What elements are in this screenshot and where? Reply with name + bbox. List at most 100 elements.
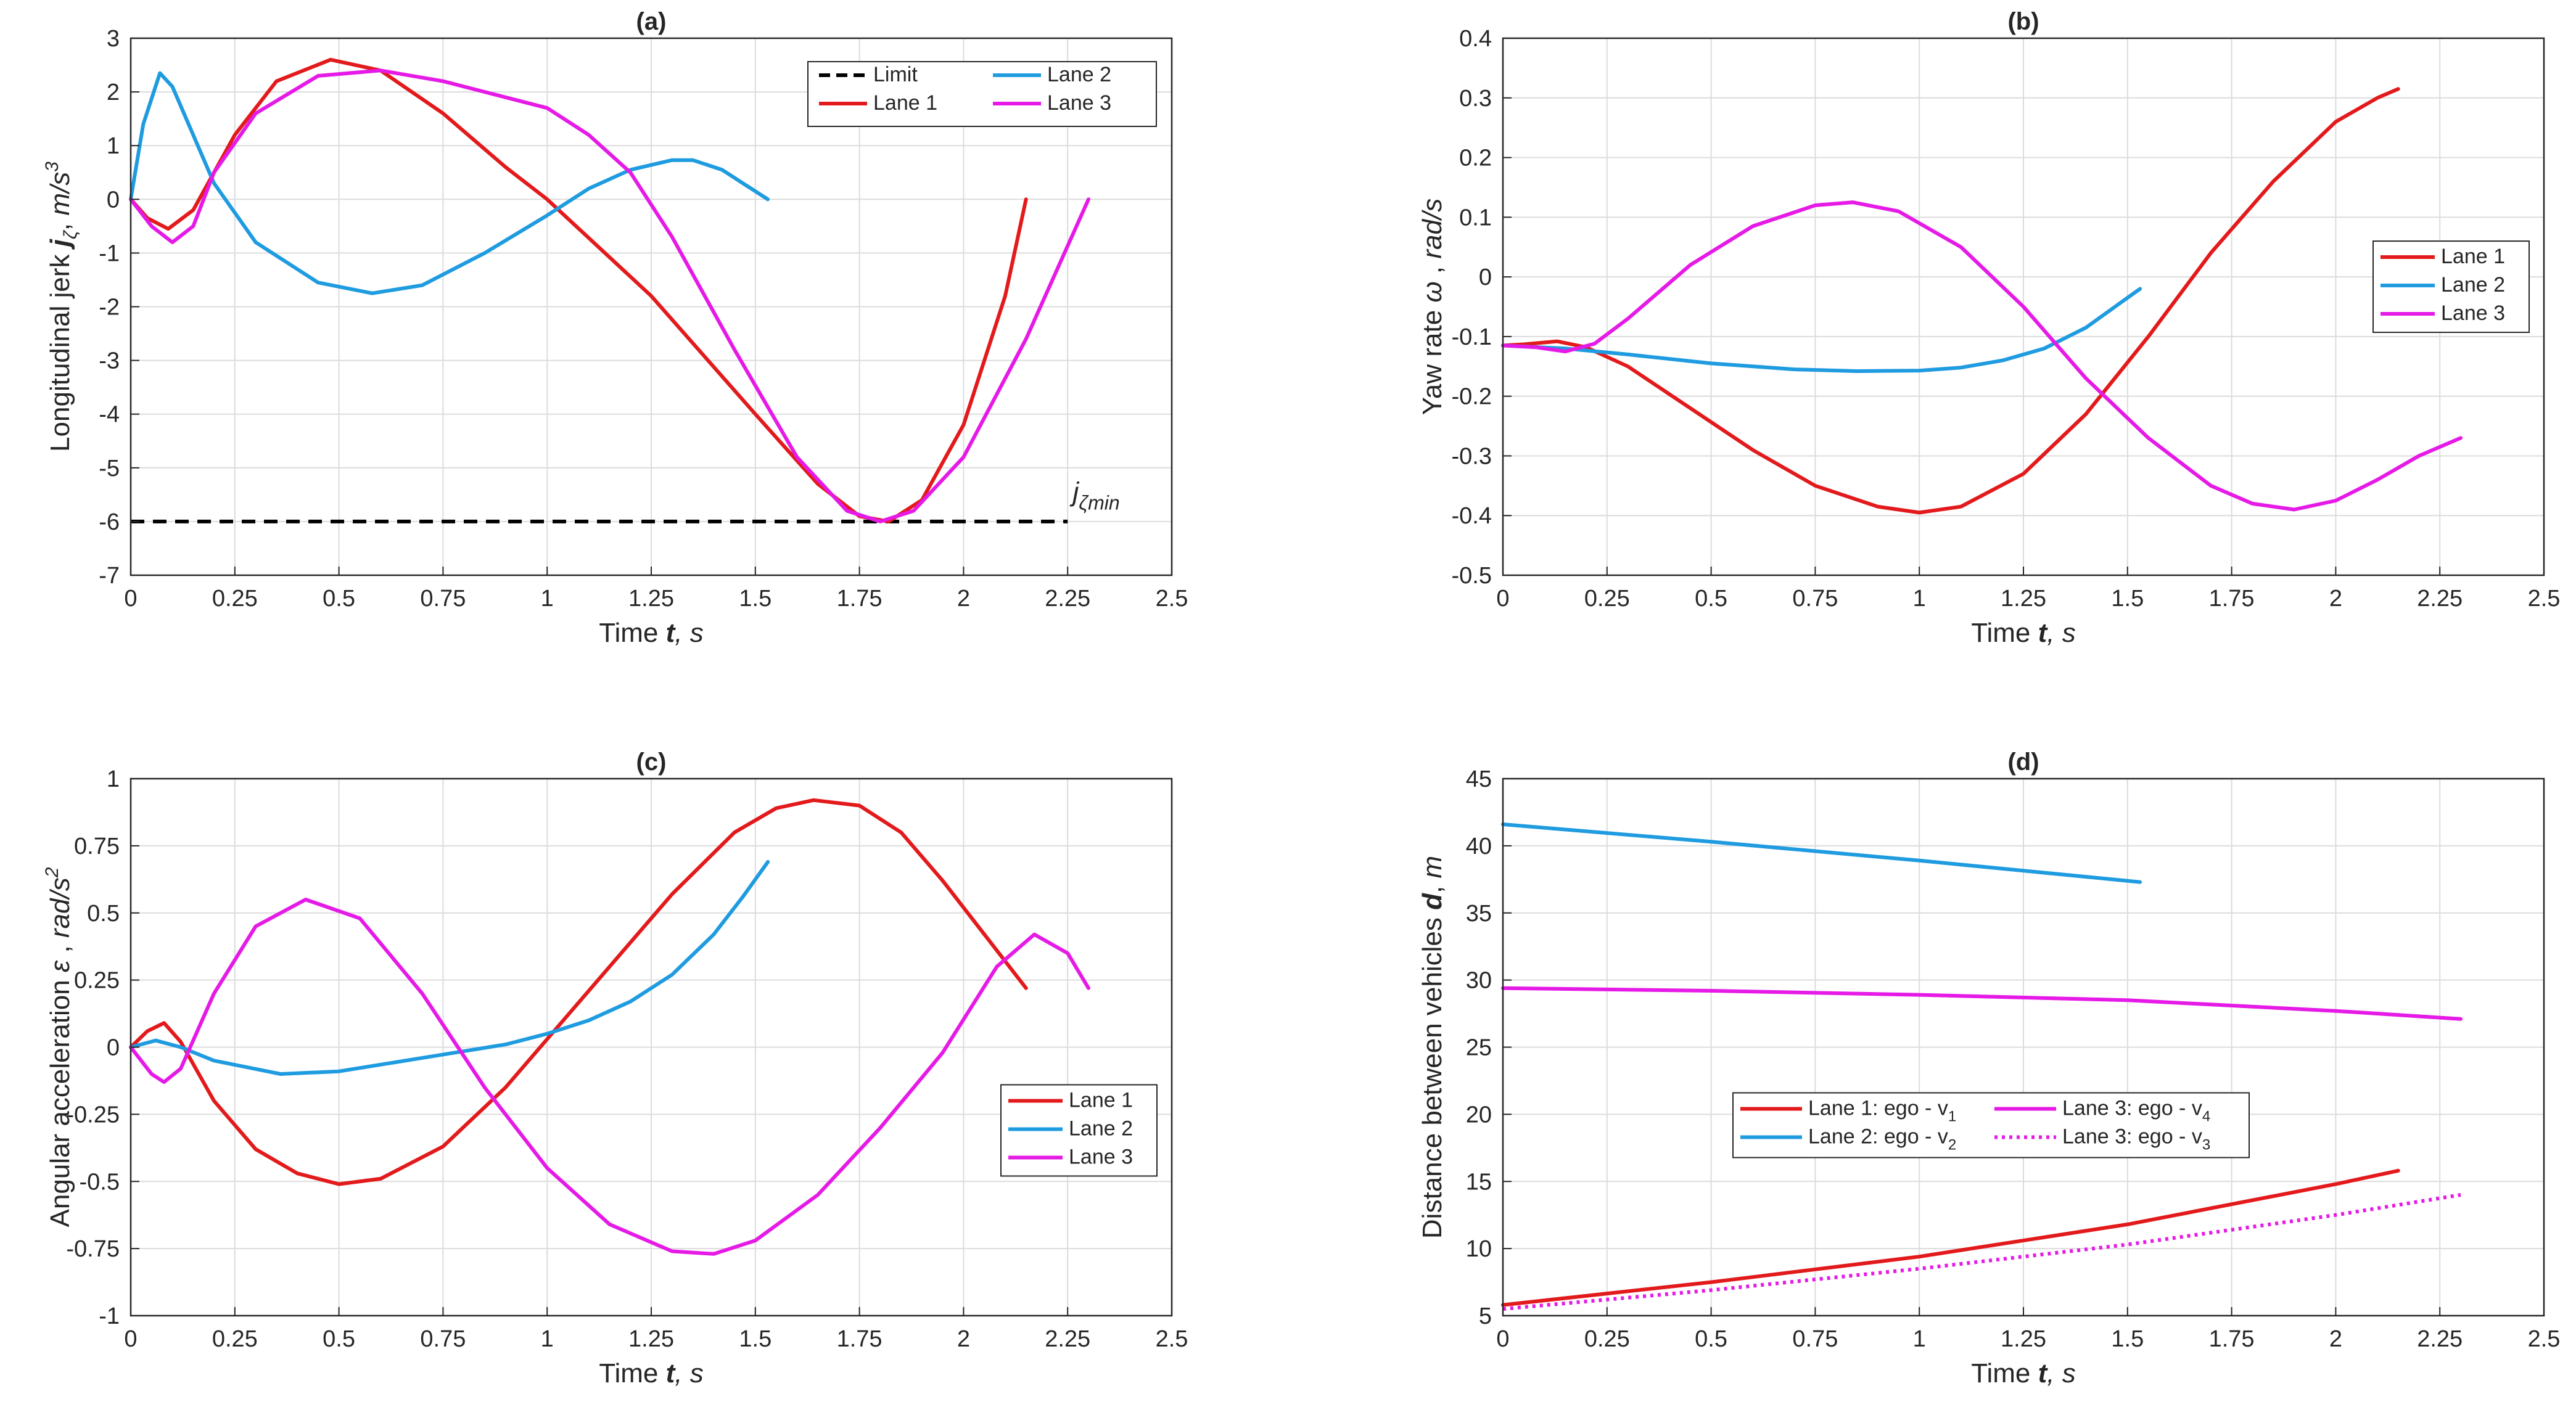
x-tick-label: 0.75 <box>1792 586 1838 612</box>
y-tick-label: 30 <box>1466 968 1492 994</box>
legend-label: Lane 3: ego - v4 <box>2062 1097 2210 1125</box>
y-tick-label: 0.75 <box>74 834 120 859</box>
chart-d: 0 0.25 0.5 0.75 1 1.25 1.5 1.75 2 2.25 2.5 5 10 15 20 2… <box>1417 748 2560 1388</box>
series-line-lane-1-ego-v1 <box>1501 1168 2400 1307</box>
y-tick-label: 35 <box>1466 901 1492 927</box>
legend-label: Lane 3 <box>1069 1145 1133 1168</box>
series-line-lane-2-ego-v2 <box>1501 822 2142 884</box>
series-line-lane-3-ego-v3 <box>1502 1193 2461 1311</box>
y-tick-label: 1 <box>107 133 120 159</box>
x-tick-label: 1 <box>541 1326 554 1352</box>
y-tick-label: -5 <box>99 456 120 482</box>
y-tick-label: 2 <box>107 80 120 105</box>
x-tick-label: 2.5 <box>1156 586 1188 612</box>
y-tick-label: 15 <box>1466 1169 1492 1195</box>
legend: Lane 1 Lane 2 Lane 3 <box>2372 240 2530 334</box>
y-axis-label: Angular acceleration ε , rad/s2 <box>42 867 75 1227</box>
legend-label: Limit <box>873 63 918 86</box>
x-tick-label: 0.5 <box>323 1326 355 1352</box>
legend-box <box>807 61 1157 127</box>
x-tick-label: 1.25 <box>628 586 674 612</box>
y-tick-label: 45 <box>1466 766 1492 792</box>
y-tick-label: -0.5 <box>80 1169 120 1195</box>
x-tick-label: 1.75 <box>2209 586 2255 612</box>
x-axis-label: Time t, s <box>1971 1358 2075 1388</box>
x-tick-label: 2.5 <box>1156 1326 1188 1352</box>
x-tick-label: 1 <box>541 586 554 612</box>
legend-label: Lane 1: ego - v1 <box>1808 1097 1956 1125</box>
legend: Lane 1 Lane 2 Lane 3 <box>1000 1084 1158 1177</box>
x-tick-label: 1.25 <box>2001 586 2046 612</box>
x-tick-label: 2 <box>2329 1326 2342 1352</box>
legend-label: Lane 1 <box>1069 1088 1133 1112</box>
series-line-lane-3 <box>129 898 1090 1256</box>
y-tick-label: 25 <box>1466 1035 1492 1061</box>
y-tick-label: 0 <box>107 187 120 213</box>
x-tick-label: 0.75 <box>420 586 466 612</box>
x-tick-label: 2 <box>957 586 970 612</box>
x-tick-label: 0.25 <box>1584 586 1630 612</box>
x-tick-label: 0.5 <box>323 586 355 612</box>
x-tick-label: 1.75 <box>837 1326 883 1352</box>
x-tick-label: 0 <box>1496 586 1509 612</box>
y-tick-label: -1 <box>99 1303 120 1329</box>
x-tick-label: 1.75 <box>837 586 883 612</box>
y-tick-label: -1 <box>99 240 120 266</box>
x-tick-label: 0 <box>124 586 137 612</box>
x-tick-label: 1 <box>1913 1326 1926 1352</box>
x-tick-label: 2 <box>2329 586 2342 612</box>
legend-label: Lane 1 <box>2441 245 2505 268</box>
series-line-lane-2 <box>1501 287 2142 373</box>
legend-label: Lane 2 <box>1047 63 1111 86</box>
y-tick-label: 0 <box>1479 264 1492 290</box>
x-tick-label: 0.25 <box>212 586 258 612</box>
y-tick-label: 20 <box>1466 1102 1492 1128</box>
y-tick-label: 0.1 <box>1459 205 1492 231</box>
y-tick-label: 0 <box>107 1035 120 1061</box>
x-axis-label: Time t, s <box>599 1358 703 1388</box>
y-tick-label: -0.75 <box>66 1236 120 1262</box>
y-tick-label: 0.5 <box>87 901 120 927</box>
series-line-lane-3 <box>129 68 1090 523</box>
x-tick-label: 0.5 <box>1695 586 1727 612</box>
series-line-lane-2 <box>129 860 770 1076</box>
x-tick-label: 1.5 <box>2111 1326 2144 1352</box>
series-line-lane-2 <box>129 71 770 295</box>
x-tick-label: 0.75 <box>420 1326 466 1352</box>
legend-label: Lane 2: ego - v2 <box>1808 1125 1956 1154</box>
x-tick-label: 0.75 <box>1792 1326 1838 1352</box>
y-tick-label: -0.4 <box>1452 503 1492 529</box>
x-tick-label: 2.5 <box>2528 586 2561 612</box>
chart-title: (a) <box>636 8 667 35</box>
chart-title: (d) <box>2007 748 2039 776</box>
y-tick-label: -6 <box>99 509 120 535</box>
y-tick-label: 0.2 <box>1459 146 1492 171</box>
x-tick-label: 1.25 <box>2001 1326 2046 1352</box>
series-line-lane-3 <box>1501 200 2463 512</box>
y-tick-label: 0.3 <box>1459 86 1492 112</box>
x-tick-label: 1.5 <box>2111 586 2144 612</box>
y-tick-label: -0.3 <box>1452 443 1492 469</box>
legend: Limit Lane 1 Lane 2 Lane 3 <box>807 61 1157 127</box>
y-tick-label: 0.25 <box>74 968 120 994</box>
chart-title: (c) <box>636 748 667 776</box>
y-tick-label: -2 <box>99 295 120 321</box>
x-tick-label: 0 <box>124 1326 137 1352</box>
x-tick-label: 0 <box>1496 1326 1509 1352</box>
x-tick-label: 0.25 <box>212 1326 258 1352</box>
x-axis-label: Time t, s <box>599 618 703 648</box>
y-tick-label: -3 <box>99 348 120 374</box>
legend-label: Lane 2 <box>2441 273 2505 297</box>
x-tick-label: 0.25 <box>1584 1326 1630 1352</box>
x-tick-label: 1.5 <box>739 1326 772 1352</box>
x-tick-label: 1 <box>1913 586 1926 612</box>
x-tick-label: 0.5 <box>1695 1326 1727 1352</box>
y-tick-label: 1 <box>107 766 120 792</box>
x-tick-label: 2.25 <box>2417 586 2463 612</box>
y-axis-label: Longitudinal jerk jζ, m/s3 <box>42 162 81 452</box>
y-tick-label: 10 <box>1466 1236 1492 1262</box>
y-tick-label: -0.2 <box>1452 384 1492 410</box>
legend-label: Lane 3 <box>2441 301 2505 325</box>
x-tick-label: 2.25 <box>1045 586 1090 612</box>
x-tick-label: 1.5 <box>739 586 772 612</box>
